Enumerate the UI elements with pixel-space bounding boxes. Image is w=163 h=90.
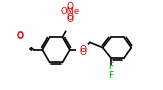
Text: O: O — [17, 32, 24, 41]
Text: OMe: OMe — [60, 7, 79, 16]
Text: O: O — [79, 45, 86, 54]
Text: O: O — [66, 15, 73, 24]
Text: O: O — [66, 2, 73, 11]
Text: F: F — [109, 71, 114, 80]
Text: O: O — [66, 13, 73, 22]
Text: F: F — [109, 62, 114, 71]
Text: O: O — [17, 31, 24, 40]
Text: O: O — [79, 48, 86, 57]
